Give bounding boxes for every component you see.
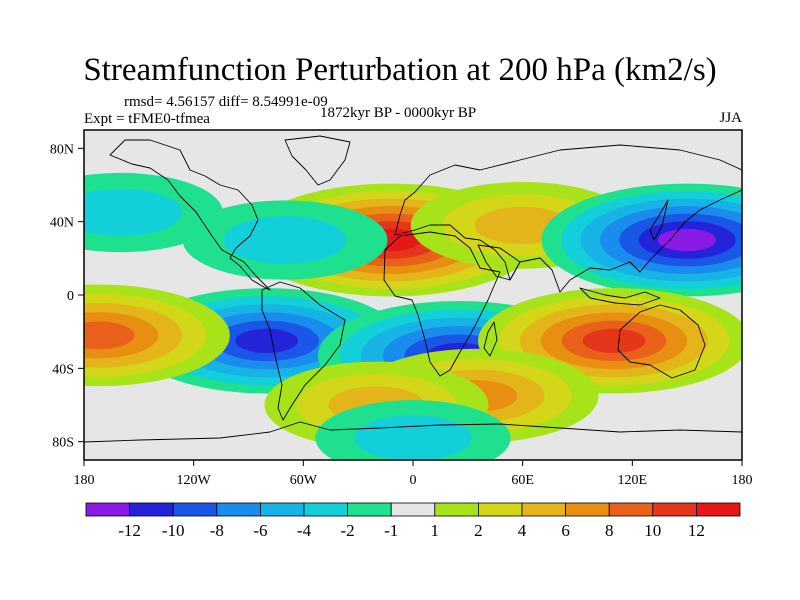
colorbar-swatch-6 bbox=[347, 502, 392, 517]
contour-antarctic-low-1 bbox=[354, 415, 472, 460]
coastlines bbox=[84, 135, 742, 443]
coast-south-america bbox=[261, 281, 346, 421]
colorbar-swatch-4 bbox=[259, 502, 305, 517]
coast-arabia bbox=[477, 244, 521, 281]
colorbar-label-1: -10 bbox=[162, 521, 185, 540]
period-label: 1872kyr BP - 0000kyr BP bbox=[320, 105, 477, 121]
y-tick-label-4: 80S bbox=[52, 436, 74, 451]
contour-australia-high-5 bbox=[582, 328, 646, 353]
colorbar-label-5: -2 bbox=[341, 521, 355, 540]
colorbar-swatch-13 bbox=[652, 502, 697, 517]
colorbar-label-13: 12 bbox=[688, 521, 705, 540]
coast-indonesia bbox=[579, 287, 661, 306]
coast-north-america bbox=[109, 139, 271, 291]
colorbar-label-7: 1 bbox=[431, 521, 440, 540]
coast-antarctica bbox=[84, 421, 742, 443]
colorbar-label-11: 8 bbox=[605, 521, 614, 540]
stats-text: rmsd= 4.56157 diff= 8.54991e-09 bbox=[124, 94, 328, 110]
colorbar-swatch-9 bbox=[477, 502, 523, 517]
colorbar-label-12: 10 bbox=[644, 521, 661, 540]
contour-north-atlantic-low-1 bbox=[223, 216, 347, 264]
y-axis: 80N 40N 0 40S 80S bbox=[50, 142, 84, 451]
contour-north-pacific-negative-1 bbox=[84, 188, 182, 237]
colorbar-swatch-1 bbox=[129, 502, 174, 517]
colorbar-swatch-8 bbox=[434, 502, 479, 517]
season-label: JJA bbox=[719, 110, 742, 126]
contour-south-pacific-high-4 bbox=[84, 321, 135, 350]
colorbar-swatch-10 bbox=[521, 502, 566, 517]
y-tick-label-3: 40S bbox=[52, 362, 74, 377]
colorbar-label-2: -8 bbox=[210, 521, 224, 540]
coast-australia bbox=[617, 304, 706, 379]
x-tick-label-4: 60E bbox=[511, 473, 534, 488]
x-tick-label-3: 0 bbox=[410, 473, 417, 488]
x-axis: 180 120W 60W 0 60E 120E 180 bbox=[74, 460, 753, 488]
coast-europe-asia bbox=[394, 144, 742, 293]
colorbar-swatch-11 bbox=[565, 502, 610, 517]
colorbar-swatch-2 bbox=[172, 502, 218, 517]
colorbar-label-0: -12 bbox=[118, 521, 141, 540]
chart-title: Streamfunction Perturbation at 200 hPa (… bbox=[83, 52, 717, 88]
x-tick-label-5: 120E bbox=[618, 473, 648, 488]
colorbar-label-6: -1 bbox=[384, 521, 398, 540]
coast-greenland bbox=[284, 135, 351, 186]
colorbar-label-8: 2 bbox=[474, 521, 483, 540]
contour-east-asia-low-6 bbox=[658, 228, 717, 252]
colorbar-swatch-7 bbox=[390, 502, 436, 517]
coast-madagascar bbox=[483, 321, 498, 357]
colorbar-swatch-12 bbox=[608, 502, 654, 517]
x-tick-label-0: 180 bbox=[74, 473, 95, 488]
colorbar-swatch-0 bbox=[85, 502, 130, 517]
experiment-label: Expt = tFME0-tfmea bbox=[84, 111, 210, 127]
y-tick-label-2: 0 bbox=[67, 289, 74, 304]
y-tick-label-0: 80N bbox=[50, 142, 74, 157]
x-tick-label-2: 60W bbox=[290, 473, 318, 488]
contour-south-america-low-5 bbox=[235, 328, 299, 353]
colorbar-swatch-5 bbox=[303, 502, 348, 517]
colorbar-label-10: 6 bbox=[561, 521, 570, 540]
x-tick-label-6: 180 bbox=[732, 473, 753, 488]
coast-africa bbox=[383, 231, 501, 377]
contour-field bbox=[84, 130, 742, 460]
colorbar-label-4: -4 bbox=[297, 521, 312, 540]
colorbar-swatch-14 bbox=[696, 502, 741, 517]
x-tick-label-1: 120W bbox=[177, 473, 212, 488]
coast-japan bbox=[649, 199, 669, 241]
colorbar: -12 -10 -8 -6 -4 -2 -1 1 2 4 6 8 10 12 bbox=[85, 502, 741, 540]
colorbar-swatch-3 bbox=[216, 502, 261, 517]
colorbar-label-9: 4 bbox=[518, 521, 527, 540]
y-tick-label-1: 40N bbox=[50, 216, 74, 231]
colorbar-label-3: -6 bbox=[253, 521, 267, 540]
